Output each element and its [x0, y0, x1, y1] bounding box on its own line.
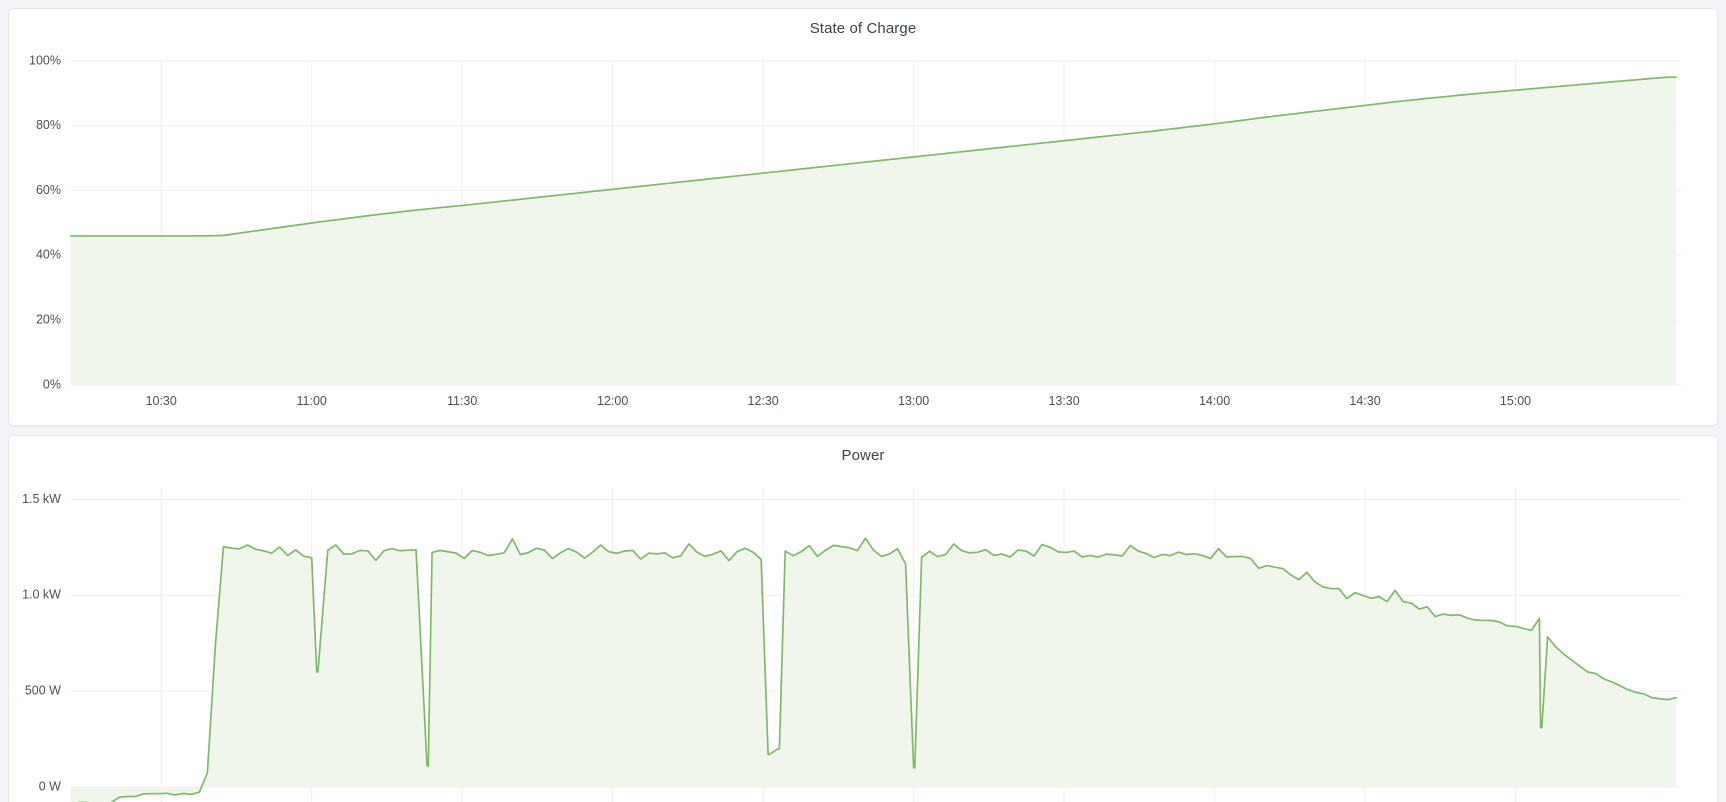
series-line [70, 76, 1677, 237]
y-axis-tick-label: 100% [29, 53, 61, 67]
y-axis-tick-label: 0% [43, 377, 61, 391]
y-axis-tick-label: 40% [36, 248, 61, 262]
series-area-fill [70, 77, 1677, 385]
series-line [77, 537, 1677, 802]
y-axis-tick-label: 500 W [25, 683, 61, 697]
y-axis-tick-label: 60% [36, 183, 61, 197]
x-axis-tick-label: 14:00 [1199, 394, 1230, 408]
y-axis-tick-label: 1.5 kW [22, 492, 61, 506]
chart-state-of-charge[interactable]: 0% 20% 40% 60% 80% 100% 10:30 11:00 11:30 12:00 12… [9, 45, 1717, 423]
x-axis-tick-label: 13:30 [1048, 394, 1079, 408]
panel-power: Power 0 W 500 W 1.0 kW 1.5 kW [8, 435, 1718, 802]
y-axis-tick-label: 80% [36, 118, 61, 132]
x-axis-tick-label: 15:00 [1500, 394, 1531, 408]
x-axis-tick-label: 13:00 [898, 394, 929, 408]
series-area-fill [70, 538, 1677, 802]
chart-power[interactable]: 0 W 500 W 1.0 kW 1.5 kW [9, 472, 1717, 802]
x-axis-tick-label: 11:30 [447, 394, 477, 408]
y-axis-tick-label: 0 W [39, 779, 61, 793]
y-axis-tick-label: 20% [36, 312, 61, 326]
panel-state-of-charge: State of Charge 0% 20% 40% 60% 80% 100% 10:30 1… [8, 8, 1718, 426]
panel-title-state-of-charge: State of Charge [809, 20, 917, 37]
panel-title-power: Power [841, 447, 885, 464]
y-axis-tick-label: 1.0 kW [22, 588, 61, 602]
x-axis-tick-label: 12:30 [748, 394, 779, 408]
x-axis-tick-label: 14:30 [1349, 394, 1380, 408]
x-axis-tick-label: 10:30 [146, 394, 177, 408]
x-axis-tick-label: 12:00 [597, 394, 628, 408]
x-axis-tick-label: 11:00 [297, 394, 327, 408]
